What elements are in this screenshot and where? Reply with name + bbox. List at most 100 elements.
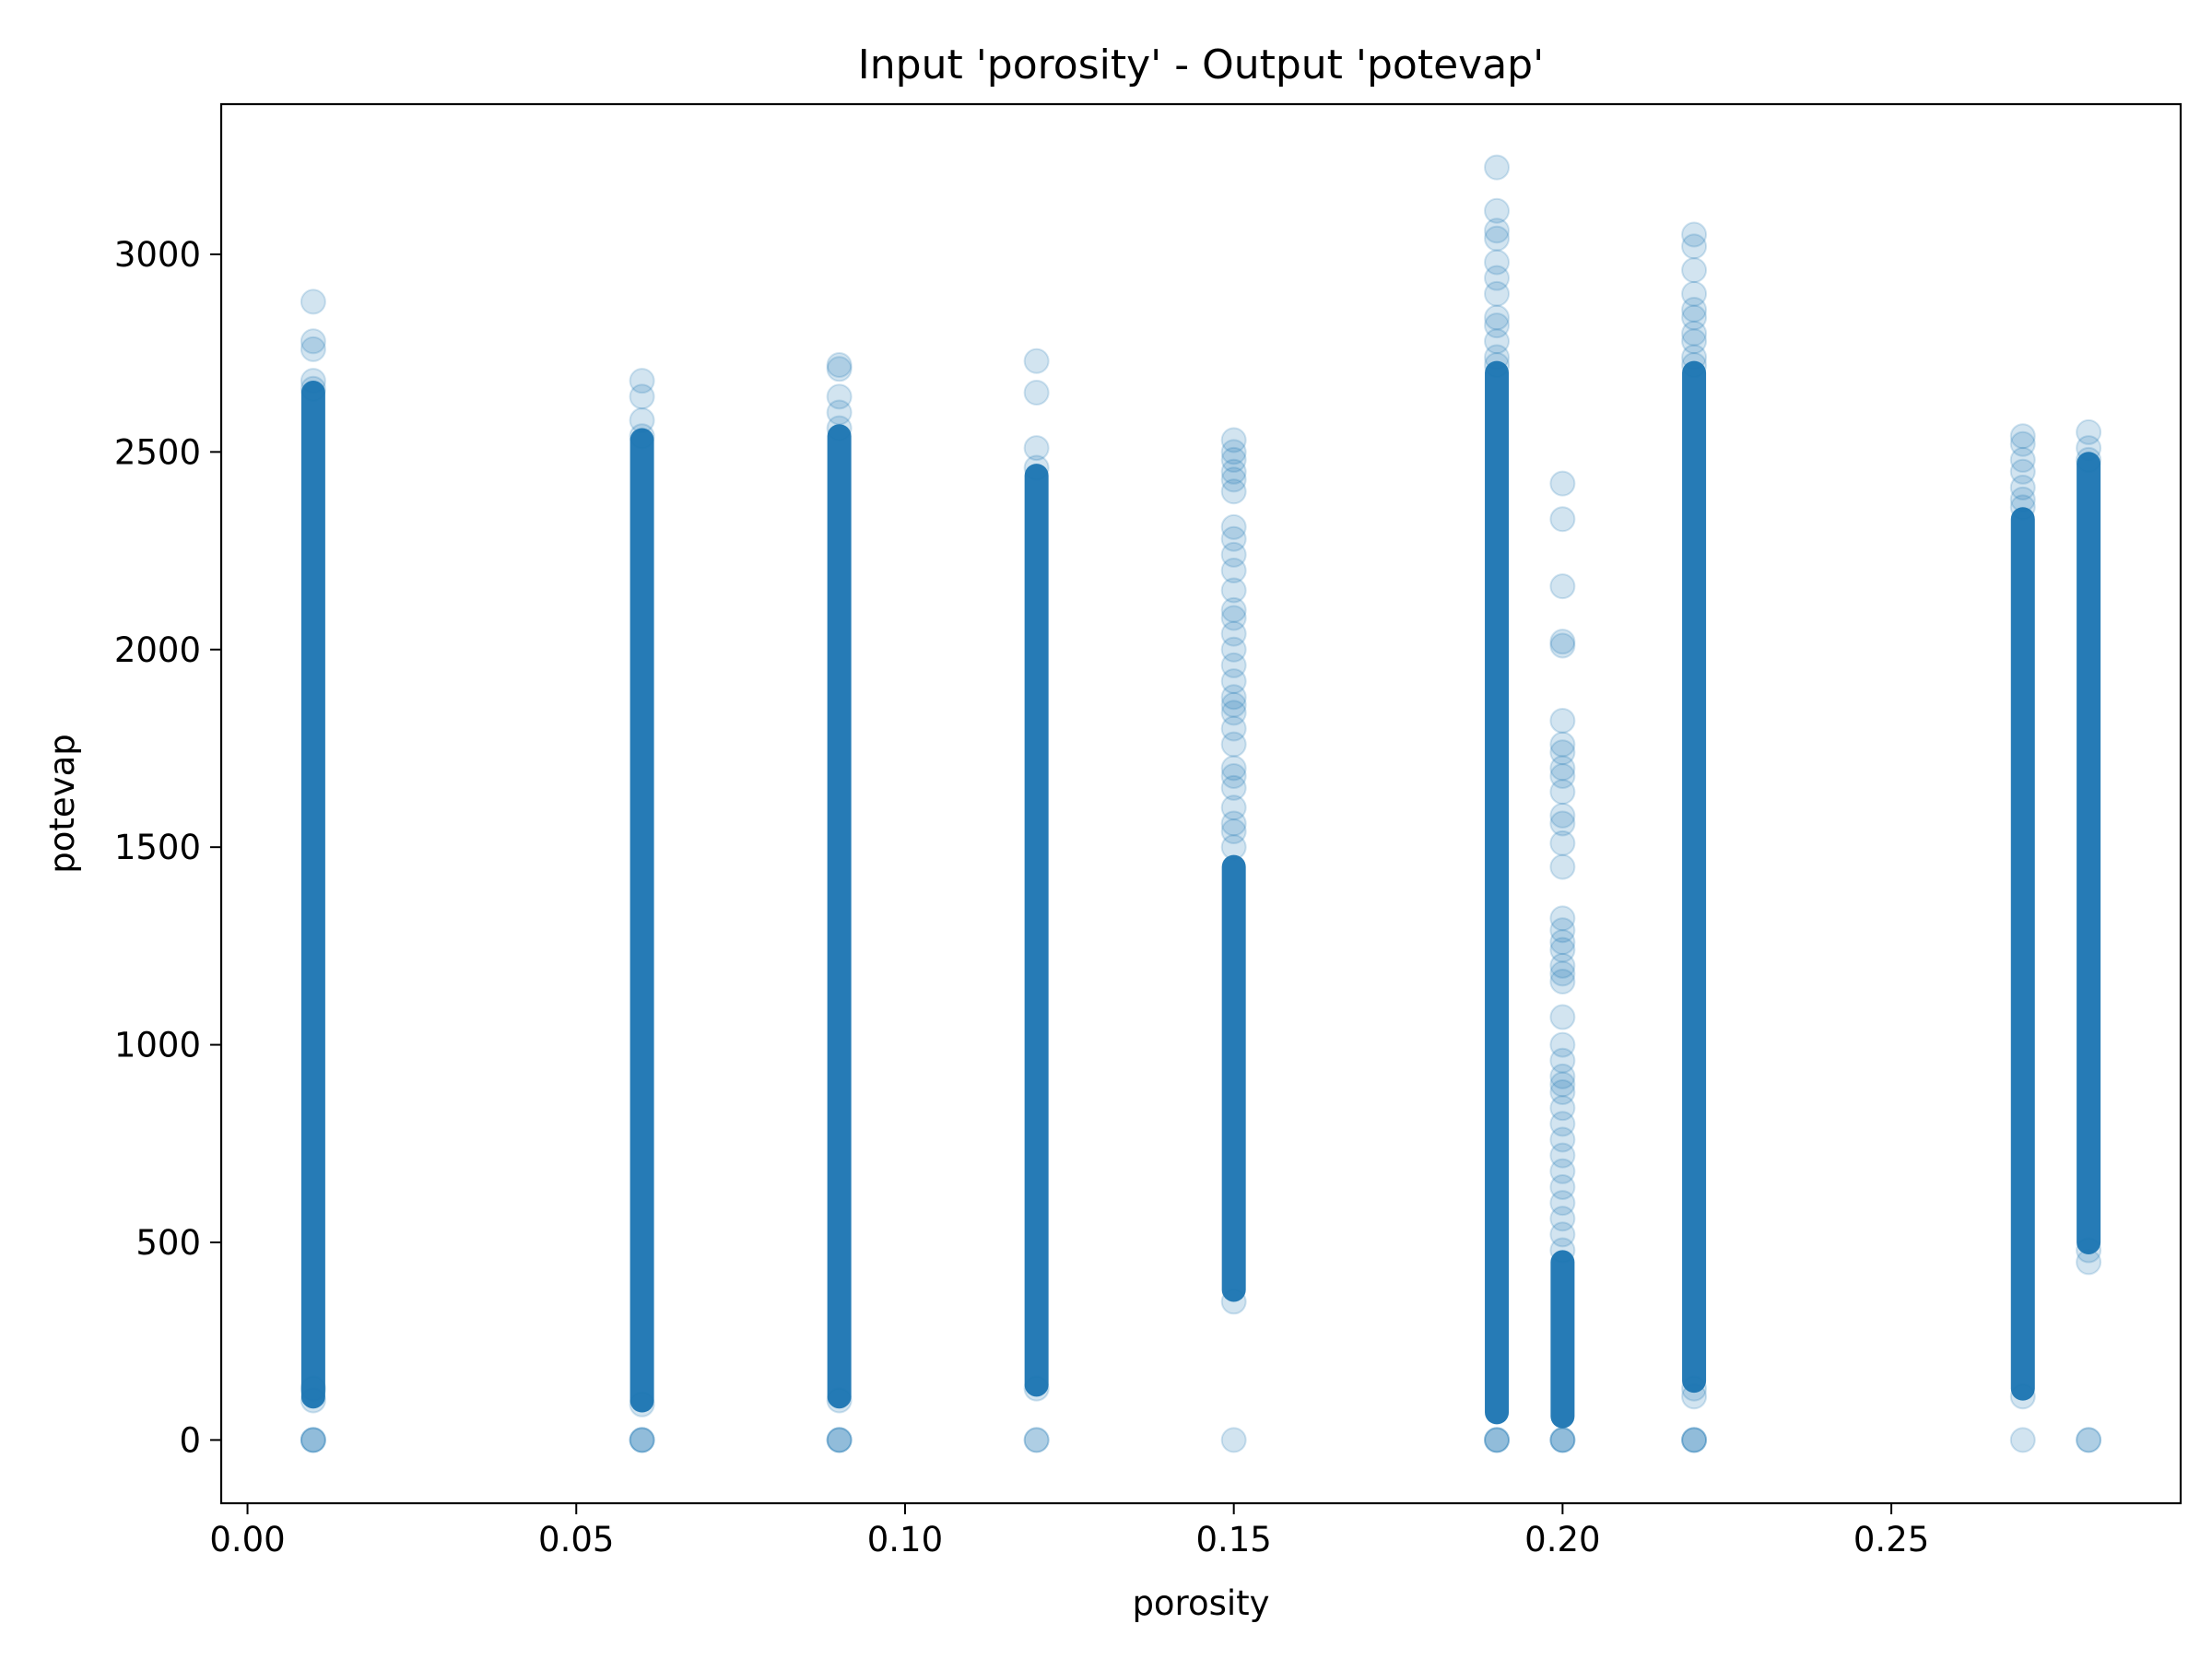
data-point xyxy=(300,328,326,355)
data-point xyxy=(2076,446,2102,473)
data-point xyxy=(1220,774,1247,801)
data-point xyxy=(1549,810,1576,837)
data-point xyxy=(1220,755,1247,782)
data-point xyxy=(1549,470,1576,497)
data-point xyxy=(1549,731,1576,758)
data-point xyxy=(1220,684,1247,711)
data-point xyxy=(1220,818,1247,845)
data-point xyxy=(2009,486,2036,512)
data-point xyxy=(1220,636,1247,663)
data-point xyxy=(1484,344,1511,371)
data-point xyxy=(1220,596,1247,623)
data-point xyxy=(300,375,326,402)
data-point xyxy=(2009,494,2036,521)
data-point xyxy=(1549,629,1576,655)
data-point xyxy=(1549,1190,1576,1217)
data-point xyxy=(826,383,853,410)
data-point xyxy=(1484,1427,1511,1453)
series-0 xyxy=(300,288,326,1453)
data-point xyxy=(1484,218,1511,244)
data-point xyxy=(2076,1427,2102,1453)
data-point xyxy=(1220,691,1247,718)
data-point xyxy=(1681,1427,1708,1453)
data-point xyxy=(1484,197,1511,224)
x-tick-label: 0.10 xyxy=(867,1520,943,1559)
data-point xyxy=(1220,541,1247,568)
data-point xyxy=(2009,474,2036,500)
data-point xyxy=(1549,1221,1576,1248)
point-cluster xyxy=(2010,507,2035,1401)
data-point xyxy=(300,288,326,315)
data-point xyxy=(2009,1383,2036,1410)
data-point xyxy=(1220,558,1247,583)
data-point xyxy=(1484,328,1511,355)
data-point xyxy=(2009,423,2036,450)
data-point xyxy=(1681,280,1708,307)
data-point xyxy=(1549,1071,1576,1098)
data-point xyxy=(1549,802,1576,829)
point-cluster xyxy=(1682,360,1707,1394)
y-tick-label: 3000 xyxy=(114,235,201,275)
point-cluster xyxy=(2077,452,2101,1254)
data-point xyxy=(1681,320,1708,347)
data-point xyxy=(1484,265,1511,291)
data-point xyxy=(1549,1004,1576,1030)
data-point xyxy=(1549,960,1576,987)
data-point xyxy=(1220,446,1247,473)
data-point xyxy=(1220,466,1247,493)
data-point xyxy=(1549,1111,1576,1137)
data-point xyxy=(2076,1427,2102,1453)
data-point xyxy=(1220,605,1247,631)
data-point xyxy=(1549,853,1576,880)
series-7 xyxy=(1681,221,1708,1453)
data-point xyxy=(1220,762,1247,789)
data-point xyxy=(1484,1427,1511,1453)
data-point xyxy=(300,1427,326,1453)
data-point xyxy=(1220,478,1247,505)
data-point xyxy=(826,1387,853,1414)
data-point xyxy=(1681,221,1708,248)
point-cluster xyxy=(629,428,654,1413)
y-axis: 0 500 1000 1500 2000 2500 3000 xyxy=(114,235,221,1460)
data-point xyxy=(1549,968,1576,994)
y-tick-label: 500 xyxy=(135,1223,201,1263)
data-point xyxy=(300,1427,326,1453)
data-point xyxy=(1549,755,1576,782)
data-point xyxy=(1549,1095,1576,1122)
chart-title: Input 'porosity' - Output 'potevap' xyxy=(858,41,1544,88)
data-point xyxy=(1681,328,1708,355)
data-point xyxy=(1023,454,1050,481)
series-4 xyxy=(1220,427,1247,1453)
data-point xyxy=(1549,1237,1576,1264)
data-point xyxy=(1220,525,1247,552)
data-point xyxy=(629,407,655,434)
data-point xyxy=(300,335,326,362)
y-tick-label: 2500 xyxy=(114,432,201,472)
data-point xyxy=(1549,506,1576,533)
data-point xyxy=(826,399,853,426)
data-point xyxy=(629,383,655,410)
y-tick-label: 0 xyxy=(179,1420,201,1460)
series-6 xyxy=(1549,470,1576,1453)
x-tick-label: 0.20 xyxy=(1524,1520,1600,1559)
data-point xyxy=(1681,296,1708,323)
data-point xyxy=(1549,1173,1576,1200)
data-point xyxy=(1220,715,1247,742)
point-cluster xyxy=(827,424,852,1409)
data-point xyxy=(300,1387,326,1414)
data-point xyxy=(2076,1249,2102,1276)
data-point xyxy=(1549,905,1576,932)
data-point xyxy=(1484,304,1511,331)
data-point xyxy=(1484,280,1511,307)
y-tick-label: 1500 xyxy=(114,828,201,867)
data-point xyxy=(629,1427,655,1453)
data-point xyxy=(629,1391,655,1418)
y-tick-label: 2000 xyxy=(114,630,201,670)
data-point xyxy=(1681,1383,1708,1410)
data-point xyxy=(1681,1427,1708,1453)
data-point xyxy=(1484,312,1511,339)
data-point xyxy=(826,1427,853,1453)
data-point xyxy=(1220,700,1247,726)
data-point xyxy=(1220,427,1247,453)
data-point xyxy=(1549,1142,1576,1169)
